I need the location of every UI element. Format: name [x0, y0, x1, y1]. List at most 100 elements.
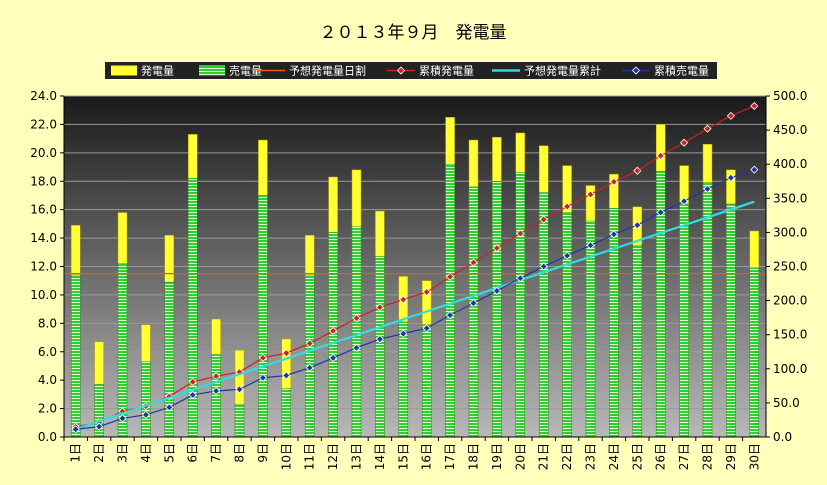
x-tick-label: 15日 — [396, 443, 410, 470]
data-marker — [586, 190, 595, 199]
data-marker — [563, 202, 572, 211]
bar-sold — [421, 324, 432, 438]
data-marker — [141, 410, 150, 419]
bar-sold — [702, 182, 713, 438]
data-marker — [492, 286, 501, 295]
right-tick-label: 500.0 — [773, 89, 807, 103]
data-marker — [235, 385, 244, 394]
x-tick-label: 9日 — [256, 443, 270, 463]
right-tick-label: 0.0 — [773, 430, 792, 444]
bar-sold — [562, 212, 572, 438]
left-tick-label: 2.0 — [38, 402, 57, 416]
bar-sold — [281, 388, 292, 438]
bar-sold — [70, 274, 81, 438]
x-tick-label: 8日 — [233, 443, 247, 463]
x-tick-label: 1日 — [69, 443, 83, 463]
data-marker — [609, 177, 618, 186]
data-marker — [492, 244, 501, 253]
legend-label: 予想発電量日割 — [289, 64, 366, 78]
data-marker — [446, 311, 455, 320]
right-tick-label: 450.0 — [773, 123, 807, 137]
data-marker — [375, 335, 384, 344]
x-tick-label: 19日 — [490, 443, 504, 470]
x-tick-label: 24日 — [607, 443, 621, 470]
x-tick-label: 3日 — [116, 443, 130, 463]
data-marker — [95, 422, 104, 431]
data-marker — [212, 386, 221, 396]
axes: 0.0 2.0 4.0 6.0 8.0 10.0 12.0 14.0 16.0 18.0 20.0 2… — [30, 89, 807, 470]
bar-sold — [164, 281, 175, 438]
data-marker — [399, 329, 408, 338]
data-marker — [352, 343, 361, 352]
data-marker — [305, 339, 314, 348]
data-marker — [165, 403, 174, 412]
data-marker — [750, 101, 759, 111]
data-marker — [258, 373, 267, 382]
data-marker — [516, 274, 525, 283]
bar-sold — [141, 361, 151, 438]
data-marker — [633, 221, 642, 230]
right-tick-label: 100.0 — [773, 362, 807, 376]
line-forecast-cumulative — [75, 200, 755, 431]
left-tick-label: 8.0 — [38, 316, 57, 330]
left-tick-label: 0.0 — [38, 430, 57, 444]
data-marker — [329, 353, 338, 362]
data-marker — [726, 173, 735, 182]
left-tick-label: 18.0 — [30, 174, 57, 188]
data-marker — [282, 371, 291, 380]
right-tick-label: 250.0 — [773, 260, 807, 274]
bars — [70, 117, 760, 438]
legend-label: 累積発電量 — [419, 64, 474, 78]
x-tick-label: 2日 — [92, 443, 106, 463]
data-marker — [633, 166, 642, 175]
right-tick-label: 50.0 — [773, 396, 800, 410]
right-tick-label: 350.0 — [773, 191, 807, 205]
right-tick-label: 200.0 — [773, 294, 807, 308]
data-marker — [609, 230, 618, 239]
x-tick-label: 30日 — [747, 443, 761, 470]
bar-sold — [609, 207, 619, 438]
legend-marker — [631, 66, 641, 75]
x-tick-label: 11日 — [303, 443, 317, 470]
x-tick-label: 23日 — [584, 443, 598, 470]
left-tick-label: 12.0 — [30, 260, 57, 274]
bar-sold — [375, 256, 385, 438]
right-tick-label: 150.0 — [773, 328, 807, 342]
data-marker — [375, 303, 384, 312]
data-marker — [422, 324, 431, 333]
bar-sold — [445, 163, 455, 438]
x-tick-label: 7日 — [209, 443, 223, 463]
data-marker — [726, 111, 735, 120]
bar-sold — [304, 274, 315, 438]
data-marker — [750, 165, 759, 174]
x-tick-label: 28日 — [701, 443, 715, 470]
right-tick-label: 300.0 — [773, 225, 807, 239]
legend-label: 売電量 — [229, 65, 262, 78]
data-marker — [469, 299, 478, 308]
x-tick-label: 10日 — [279, 443, 293, 470]
x-tick-label: 4日 — [139, 443, 153, 463]
legend: 発電量 売電量 予想発電量日割 累積発電量 予想発電量累計 累積売電量 — [105, 62, 717, 79]
legend-swatch — [199, 65, 225, 76]
left-tick-label: 16.0 — [30, 203, 57, 217]
x-tick-label: 16日 — [420, 443, 434, 470]
bar-sold — [538, 192, 549, 438]
data-marker — [680, 197, 689, 206]
data-marker — [118, 414, 127, 423]
data-marker — [516, 229, 525, 238]
data-marker — [188, 390, 197, 399]
chart-title: ２０１３年９月 発電量 — [320, 23, 507, 43]
x-tick-label: 26日 — [654, 443, 668, 470]
data-marker — [258, 353, 267, 362]
data-marker — [656, 151, 665, 160]
bar-sold — [398, 321, 409, 438]
data-marker — [305, 363, 314, 372]
legend-label: 発電量 — [141, 64, 174, 78]
right-tick-label: 400.0 — [773, 157, 807, 171]
grid-lines — [64, 95, 766, 410]
data-marker — [469, 258, 478, 267]
x-tick-label: 22日 — [560, 443, 574, 470]
legend-marker — [396, 66, 406, 75]
